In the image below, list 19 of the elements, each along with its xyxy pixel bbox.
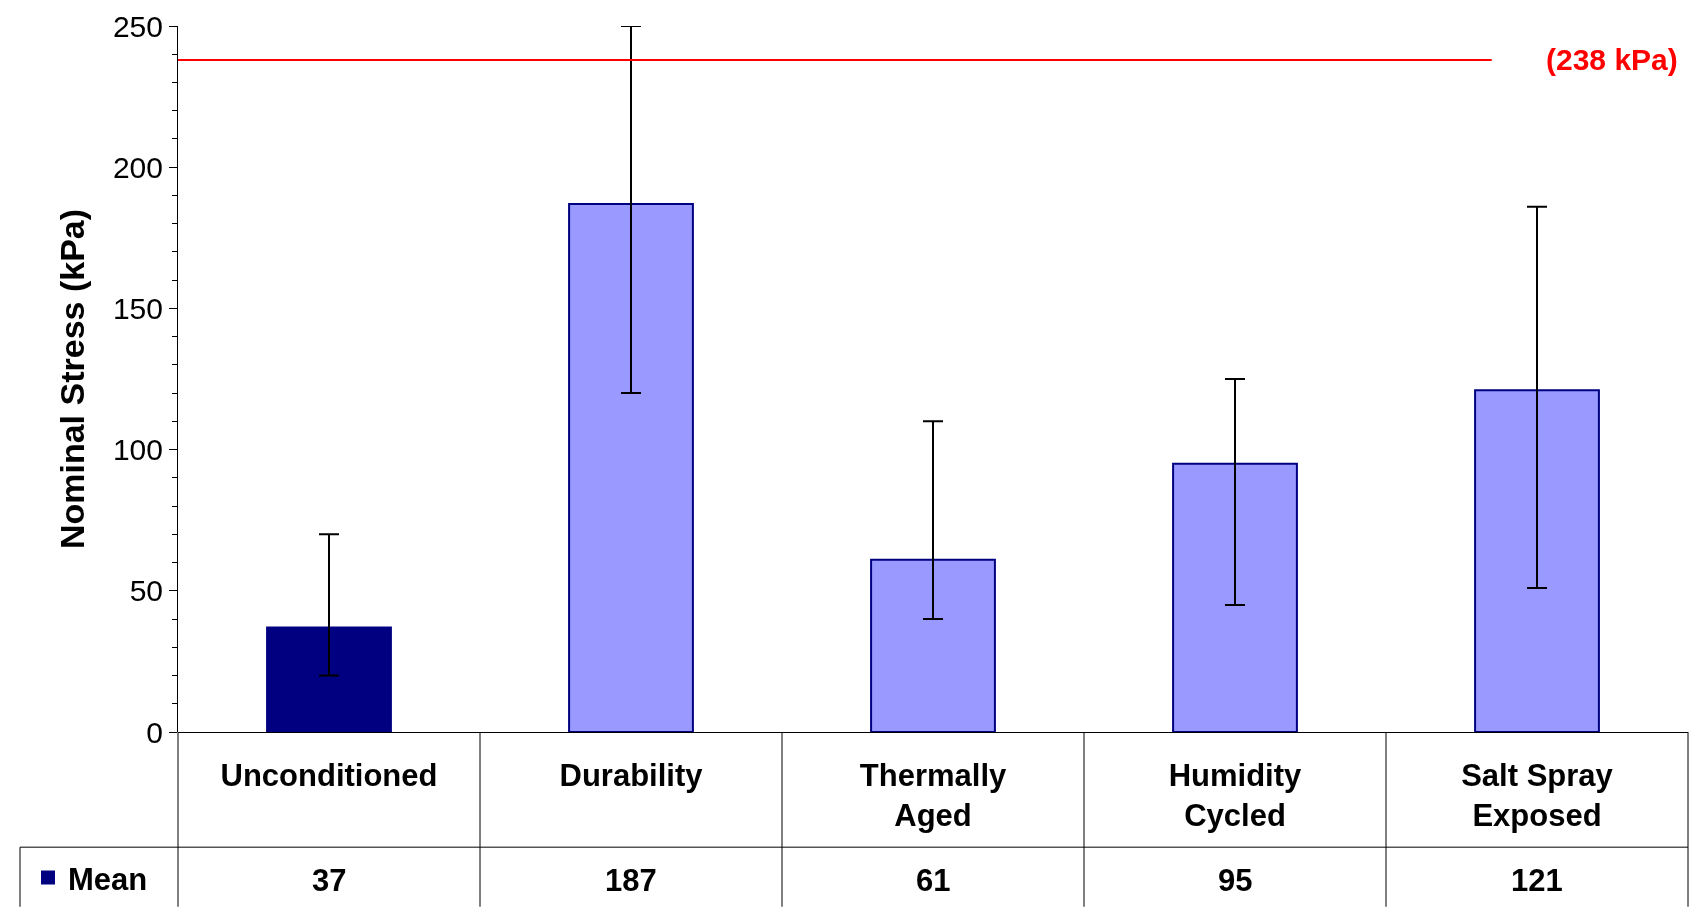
x-tick-label: Salt Spray Exposed	[1461, 758, 1614, 834]
y-tick-label: 200	[112, 150, 163, 184]
legend-label: Mean	[68, 861, 148, 897]
data-label: 121	[1511, 863, 1563, 898]
y-axis-title: Nominal Stress (kPa)	[52, 208, 91, 550]
x-tick-label: Unconditioned	[220, 758, 438, 793]
y-tick-label: 0	[146, 715, 163, 749]
y-tick-label: 50	[129, 574, 163, 608]
data-label: 187	[605, 863, 657, 898]
data-label: 95	[1218, 863, 1253, 898]
x-tick-label: Humidity Cycled	[1168, 758, 1303, 834]
x-tick-label: Durability	[559, 758, 704, 793]
y-tick-label: 150	[112, 291, 163, 325]
data-label: 61	[916, 863, 951, 898]
x-tick-label: Thermally Aged	[859, 758, 1007, 834]
y-tick-label: 100	[112, 433, 163, 467]
ref-line-label: (238 kPa)	[1546, 43, 1678, 76]
data-label: 37	[312, 863, 347, 898]
y-tick-label: 250	[112, 9, 163, 43]
